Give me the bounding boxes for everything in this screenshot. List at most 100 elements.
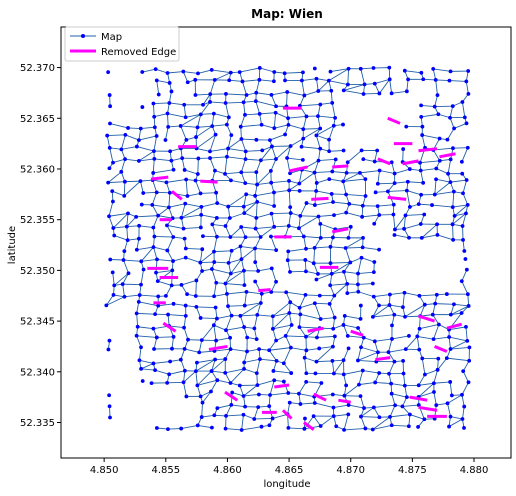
map-node (185, 194, 190, 198)
map-node (137, 159, 141, 163)
map-edge (299, 326, 307, 337)
map-edge (108, 216, 114, 229)
map-node (318, 126, 323, 131)
map-edge (377, 170, 381, 184)
y-axis-label: latitude (7, 226, 18, 264)
map-node (346, 412, 351, 417)
map-node (212, 413, 217, 418)
map-node (434, 166, 439, 171)
map-edge (152, 204, 169, 208)
map-edge (224, 171, 242, 175)
map-node (464, 121, 469, 126)
map-node (226, 304, 230, 309)
legend-map-label: Map (101, 32, 122, 43)
map-edge (343, 172, 361, 182)
map-node (214, 280, 219, 285)
map-node (331, 344, 335, 349)
map-edge (303, 236, 321, 239)
map-node (267, 404, 272, 409)
map-node (211, 323, 216, 328)
map-node (254, 90, 259, 95)
map-edge (256, 170, 272, 185)
map-edge (172, 257, 186, 262)
map-node (377, 371, 382, 375)
map-node (346, 346, 351, 351)
map-edge (210, 156, 227, 159)
map-node (269, 234, 273, 239)
map-node (259, 424, 264, 429)
map-edge (275, 112, 289, 119)
map-edge (359, 170, 380, 174)
map-edge (404, 292, 420, 297)
map-node (344, 170, 349, 175)
map-node (194, 135, 198, 139)
map-edge (173, 236, 185, 240)
map-node (288, 269, 292, 274)
map-edge (213, 324, 227, 331)
map-edge (166, 179, 187, 183)
map-edge (462, 179, 468, 194)
map-edge (424, 369, 438, 375)
map-node (327, 177, 332, 181)
map-node (459, 279, 464, 284)
map-edge (301, 80, 305, 96)
map-edge (180, 125, 187, 141)
map-edge (183, 227, 201, 230)
map-node (359, 148, 364, 153)
map-edge (256, 373, 258, 386)
map-node (229, 133, 234, 138)
map-edge (243, 384, 258, 397)
map-node (224, 328, 228, 333)
map-edge (344, 384, 360, 397)
map-node (370, 281, 375, 286)
map-node (163, 138, 168, 142)
map-edge (112, 272, 115, 286)
map-node (288, 205, 293, 210)
map-edge (465, 81, 469, 94)
map-node (254, 170, 259, 175)
map-node (154, 270, 158, 275)
map-edge (138, 158, 155, 162)
map-node (418, 160, 422, 165)
map-edge (329, 303, 336, 318)
map-node (107, 404, 112, 409)
map-edge (153, 246, 158, 260)
map-node (213, 168, 217, 173)
map-edge (156, 80, 160, 95)
map-node (166, 124, 171, 129)
map-edge (332, 394, 345, 397)
map-node (223, 171, 227, 176)
map-node (289, 323, 294, 327)
map-node (448, 115, 452, 120)
map-node (418, 222, 423, 226)
map-node (282, 71, 287, 76)
map-node (223, 357, 228, 361)
map-edge (271, 213, 275, 227)
map-node (330, 359, 335, 363)
map-edge (333, 212, 347, 216)
map-edge (403, 215, 406, 229)
map-edge (225, 93, 247, 96)
map-edge (331, 102, 336, 118)
map-edge (241, 259, 245, 271)
map-node (299, 144, 304, 149)
map-edge (272, 413, 288, 419)
map-edge (272, 312, 290, 317)
map-node (452, 126, 456, 131)
map-node (272, 70, 277, 74)
map-node (283, 132, 287, 137)
map-node (274, 248, 279, 253)
map-node (461, 369, 466, 374)
map-edge (274, 124, 289, 129)
map-node (171, 301, 176, 306)
map-edge (304, 357, 317, 363)
map-edge (274, 225, 289, 228)
map-node (372, 159, 377, 164)
map-node (465, 338, 470, 343)
map-edge (211, 113, 215, 127)
map-node (316, 158, 321, 163)
map-edge (243, 414, 255, 420)
map-edge (372, 304, 390, 318)
map-edge (358, 291, 374, 298)
map-node (272, 126, 277, 131)
